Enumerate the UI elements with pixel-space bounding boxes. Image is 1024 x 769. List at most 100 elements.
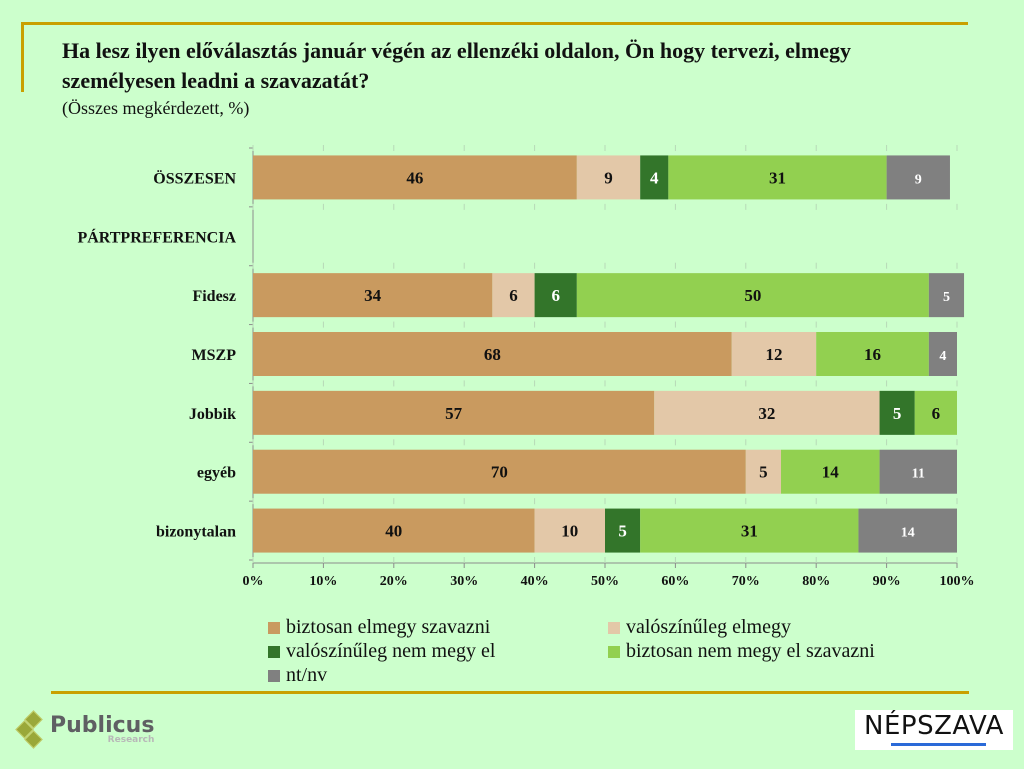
data-label: 5 — [893, 404, 902, 423]
title-accent-bar — [21, 22, 24, 92]
bar-segment — [605, 508, 641, 553]
bar-segment — [640, 508, 859, 553]
x-tick-label: 90% — [873, 574, 901, 589]
bar-segment — [928, 332, 957, 376]
bar-segment — [928, 273, 965, 318]
bar-segment — [492, 273, 535, 318]
legend-swatch — [608, 645, 620, 658]
nepszava-logo: NÉPSZAVA — [855, 710, 1013, 750]
publicus-name: Publicus — [50, 713, 155, 738]
legend-swatch — [268, 645, 280, 658]
legend-swatch — [608, 621, 620, 634]
x-tick-label: 30% — [450, 574, 478, 589]
data-label: 57 — [445, 404, 463, 423]
legend-swatch — [268, 621, 280, 634]
data-label: 50 — [744, 286, 761, 305]
x-tick-label: 0% — [243, 574, 264, 589]
stacked-bar-chart: 0% 10% 20% 30% 40% 50% 60% 70% 80% 90% 100% ÖSSZESE… — [77, 145, 975, 589]
category-label: ÖSSZESEN — [153, 169, 236, 187]
bar-segment — [879, 449, 957, 494]
legend-item: valószínűleg elmegy — [608, 616, 791, 639]
data-label: 9 — [915, 172, 922, 187]
chart-subtitle: (Összes megkérdezett, %) — [62, 98, 250, 118]
data-label: 5 — [759, 463, 768, 482]
category-label: bizonytalan — [156, 524, 236, 541]
x-tick-label: 100% — [940, 574, 975, 589]
chart-title: Ha lesz ilyen előválasztás január végén … — [62, 38, 852, 93]
category-label: egyéb — [197, 465, 236, 482]
data-label: 34 — [364, 286, 382, 305]
data-label: 10 — [561, 522, 578, 541]
data-label: 6 — [509, 286, 518, 305]
x-tick-label: 70% — [732, 574, 760, 589]
bar-segment — [668, 155, 887, 200]
category-label: MSZP — [192, 347, 237, 364]
x-tick-label: 60% — [661, 574, 689, 589]
legend-label: valószínűleg elmegy — [626, 616, 791, 638]
bar-segment — [534, 273, 577, 318]
data-label: 14 — [901, 526, 915, 541]
data-label: 16 — [864, 345, 881, 364]
data-label: 9 — [604, 168, 613, 187]
legend-label: biztosan nem megy el szavazni — [626, 640, 875, 662]
bar-segment — [879, 390, 915, 435]
bar-segment — [576, 273, 929, 318]
legend-label: valószínűleg nem megy el — [286, 640, 496, 662]
x-tick-label: 20% — [380, 574, 408, 589]
legend-item: biztosan nem megy el szavazni — [608, 640, 875, 663]
legend-item: nt/nv — [268, 664, 327, 687]
nepszava-name: NÉPSZAVA — [864, 711, 1004, 741]
data-label: 5 — [618, 522, 627, 541]
bar-segment — [253, 332, 732, 376]
bar-segment — [858, 508, 957, 553]
bar-segment — [816, 332, 929, 376]
bar-segment — [253, 449, 746, 494]
publicus-diamond-icon — [15, 710, 50, 750]
bar-segment — [640, 155, 669, 200]
legend-label: nt/nv — [286, 664, 328, 686]
data-label: 11 — [912, 467, 925, 482]
publicus-sub: Research — [107, 735, 155, 745]
data-label: 31 — [769, 168, 786, 187]
data-label: 4 — [939, 349, 946, 364]
bar-segment — [781, 449, 880, 494]
data-label: 12 — [765, 345, 782, 364]
data-label: 40 — [385, 522, 402, 541]
bar-segment — [534, 508, 605, 553]
legend-item: biztosan elmegy szavazni — [268, 616, 490, 639]
x-tick-label: 40% — [521, 574, 549, 589]
data-label: 6 — [932, 404, 941, 423]
data-label: 6 — [551, 286, 560, 305]
bottom-rule — [51, 691, 969, 694]
data-label: 5 — [943, 290, 950, 305]
data-label: 4 — [650, 168, 659, 187]
data-label: 68 — [484, 345, 501, 364]
x-tick-label: 80% — [802, 574, 830, 589]
publicus-logo: Publicus Research — [15, 710, 155, 750]
legend-swatch — [268, 669, 280, 682]
data-label: 14 — [822, 463, 840, 482]
category-label: PÁRTPREFERENCIA — [77, 227, 236, 246]
category-label: Fidesz — [192, 288, 236, 305]
legend-item: valószínűleg nem megy el — [268, 640, 495, 663]
x-tick-label: 50% — [591, 574, 619, 589]
data-label: 31 — [741, 522, 758, 541]
data-label: 32 — [758, 404, 775, 423]
bar-segment — [886, 155, 950, 200]
bar-segment — [253, 508, 535, 553]
data-label: 46 — [406, 168, 423, 187]
bar-segment — [914, 390, 957, 435]
data-label: 70 — [491, 463, 508, 482]
bar-segment — [253, 273, 493, 318]
category-label: Jobbik — [189, 406, 236, 423]
bar-segment — [253, 390, 655, 435]
nepszava-tagline-bar — [891, 743, 986, 746]
x-tick-label: 10% — [309, 574, 337, 589]
top-rule — [21, 22, 968, 25]
legend-label: biztosan elmegy szavazni — [286, 616, 491, 638]
bar-segment — [253, 155, 577, 200]
bar-segment — [576, 155, 641, 200]
bar-segment — [745, 449, 781, 494]
bar-segment — [654, 390, 880, 435]
bar-segment — [731, 332, 817, 376]
